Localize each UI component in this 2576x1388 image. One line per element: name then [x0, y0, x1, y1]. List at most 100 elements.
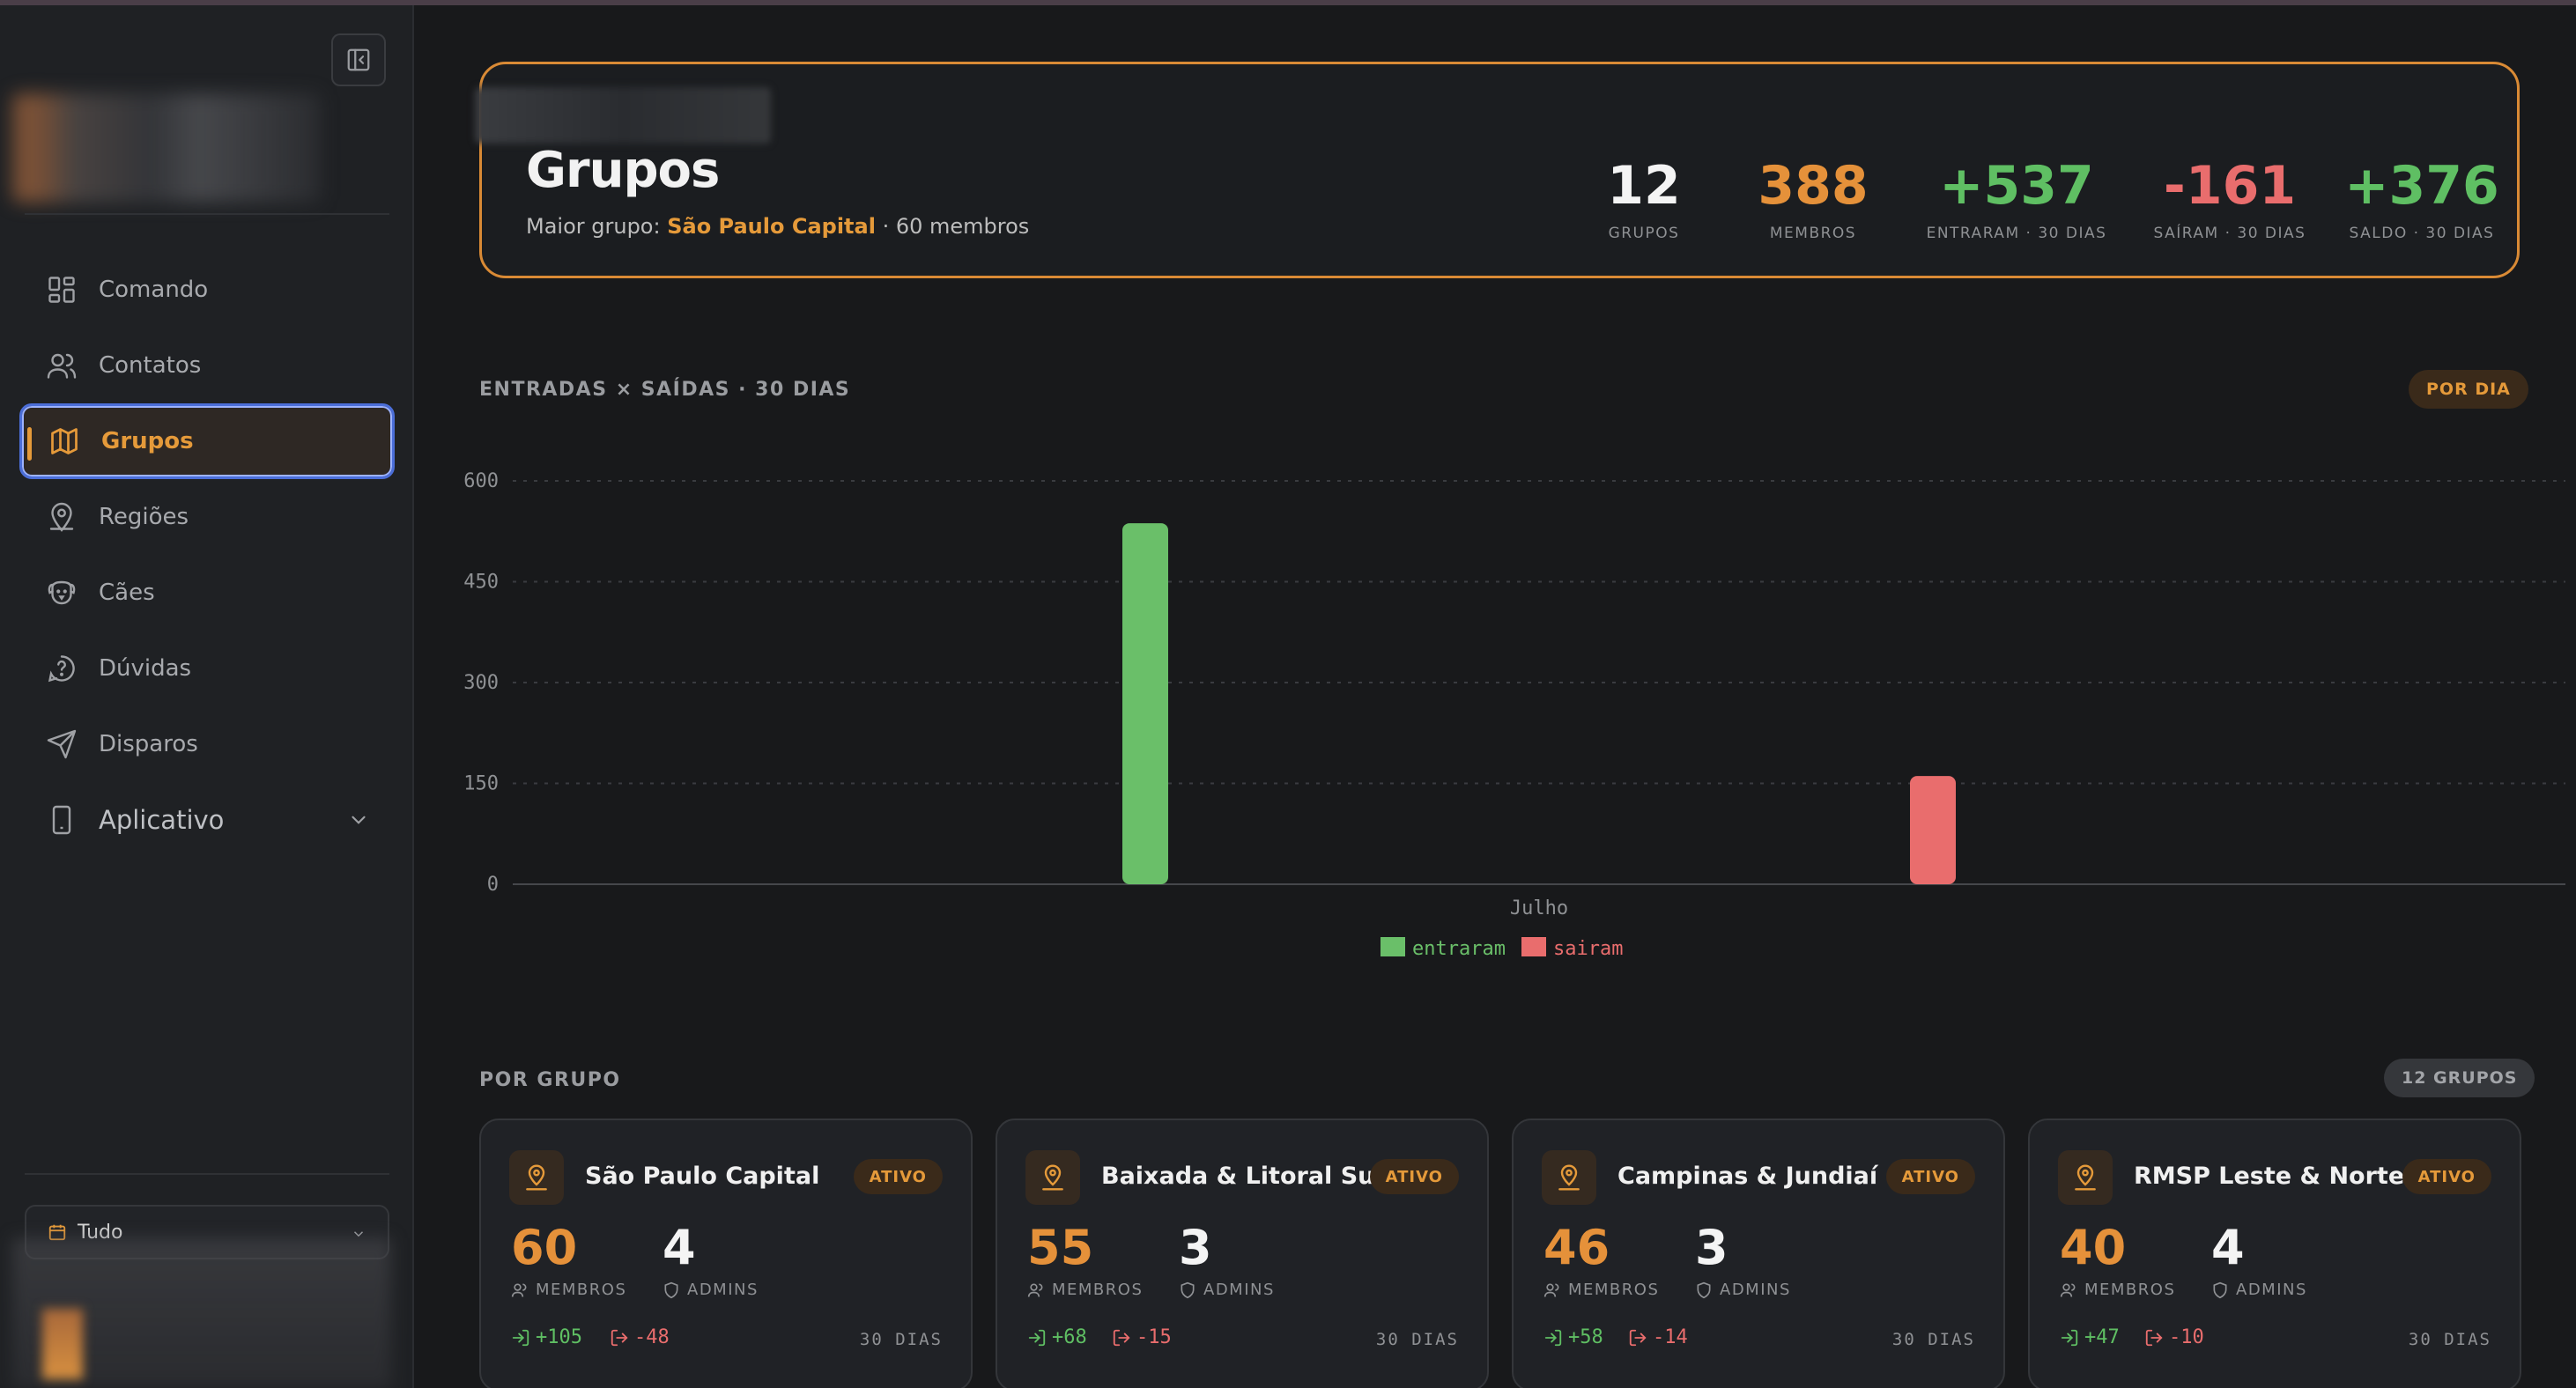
groups-section-title: POR GRUPO: [479, 1069, 621, 1091]
status-badge: ATIVO: [1885, 1159, 1975, 1194]
chevron-down-icon: [352, 816, 366, 824]
y-tick-label: 150: [463, 773, 499, 795]
shield-icon: [1697, 1281, 1711, 1298]
admins-label: ADMINS: [1695, 1281, 1791, 1299]
group-name: RMSP Leste & Norte: [2134, 1163, 2405, 1190]
group-admins-count: 4: [663, 1220, 696, 1275]
chevron-down-icon: [353, 1231, 364, 1237]
users-icon: [2060, 1283, 2076, 1297]
group-card[interactable]: São Paulo Capital ATIVO 60 4 MEMBROS ADM…: [479, 1119, 973, 1388]
map-icon: [48, 425, 80, 457]
members-label: MEMBROS: [511, 1281, 626, 1299]
sidebar-item-aplicativo[interactable]: Aplicativo: [19, 782, 395, 858]
stat-entraram: +537 ENTRARAM · 30 DIAS: [1902, 159, 2131, 242]
sidebar-item-label: Dúvidas: [99, 655, 192, 682]
log-out-icon: [2145, 1329, 2163, 1346]
user-pin-icon: [46, 501, 78, 533]
y-tick-label: 600: [463, 470, 499, 492]
stat-value: 388: [1758, 155, 1869, 217]
stat-label: MEMBROS: [1769, 225, 1857, 242]
sidebar-item-label: Grupos: [101, 428, 194, 454]
status-badge: ATIVO: [853, 1159, 943, 1194]
stat-sairam: -161 SAÍRAM · 30 DIAS: [2133, 159, 2327, 242]
status-badge: ATIVO: [1369, 1159, 1459, 1194]
subtitle-suffix: · 60 membros: [882, 214, 1030, 239]
chart-period-badge[interactable]: POR DIA: [2409, 370, 2528, 409]
bar-sairam: [1910, 776, 1956, 884]
window-top-border: [0, 0, 2576, 5]
group-entries: +105: [511, 1326, 582, 1348]
sidebar-item-disparos[interactable]: Disparos: [19, 706, 395, 782]
sidebar-item-regioes[interactable]: Regiões: [19, 479, 395, 555]
group-admins-count: 4: [2211, 1220, 2245, 1275]
group-exits: -14: [1628, 1326, 1688, 1348]
sidebar-item-comando[interactable]: Comando: [19, 252, 395, 328]
group-members-count: 55: [1027, 1220, 1094, 1275]
sidebar-item-duvidas[interactable]: Dúvidas: [19, 631, 395, 706]
log-in-icon: [1028, 1329, 1046, 1346]
logo-blurred: [12, 93, 321, 203]
sidebar-item-label: Comando: [99, 277, 209, 303]
sidebar-item-contatos[interactable]: Contatos: [19, 328, 395, 403]
status-badge: ATIVO: [2402, 1159, 2491, 1194]
group-location-icon: [1542, 1150, 1596, 1205]
group-members-count: 60: [511, 1220, 578, 1275]
sidebar-item-label: Regiões: [99, 504, 189, 530]
breadcrumb-blurred: [475, 87, 771, 144]
users-icon: [46, 350, 78, 381]
group-members-count: 40: [2060, 1220, 2127, 1275]
sidebar-collapse-button[interactable]: [331, 33, 386, 86]
largest-group-link[interactable]: São Paulo Capital: [667, 214, 876, 239]
sidebar-item-label: Disparos: [99, 731, 198, 757]
stat-label: SALDO · 30 DIAS: [2349, 225, 2495, 242]
admins-label: ADMINS: [2211, 1281, 2307, 1299]
group-card[interactable]: Campinas & Jundiaí ATIVO 46 3 MEMBROS AD…: [1512, 1119, 2005, 1388]
sidebar: Comando Contatos Grupos Regiões Cães: [0, 5, 414, 1388]
users-icon: [1543, 1283, 1559, 1297]
group-name: São Paulo Capital: [585, 1163, 820, 1190]
group-location-icon: [509, 1150, 564, 1205]
group-entries: +58: [1543, 1326, 1603, 1348]
y-tick-label: 300: [463, 672, 499, 694]
page-subtitle: Maior grupo: São Paulo Capital · 60 memb…: [526, 214, 1029, 239]
period-label: 30 DIAS: [1891, 1330, 1975, 1349]
dog-icon: [46, 577, 78, 609]
stat-grupos: 12 GRUPOS: [1587, 159, 1701, 242]
group-entries: +47: [2060, 1326, 2120, 1348]
group-exits: -15: [1112, 1326, 1172, 1348]
members-label: MEMBROS: [1543, 1281, 1659, 1299]
stat-label: ENTRARAM · 30 DIAS: [1926, 225, 2107, 242]
group-card[interactable]: RMSP Leste & Norte ATIVO 40 4 MEMBROS AD…: [2028, 1119, 2521, 1388]
sidebar-item-label: Contatos: [99, 352, 202, 379]
chart-section-title: ENTRADAS × SAÍDAS · 30 DIAS: [479, 379, 851, 401]
stat-label: SAÍRAM · 30 DIAS: [2153, 225, 2306, 242]
sidebar-item-grupos[interactable]: Grupos: [19, 403, 395, 479]
send-icon: [46, 728, 78, 760]
group-exits: -10: [2144, 1326, 2204, 1348]
shield-icon: [1181, 1281, 1195, 1298]
smartphone-icon: [46, 804, 78, 836]
log-out-icon: [611, 1329, 628, 1346]
stat-value: +537: [1939, 155, 2094, 217]
legend-label-entraram: entraram: [1412, 938, 1506, 960]
log-out-icon: [1113, 1329, 1130, 1346]
sidebar-item-label: Aplicativo: [99, 805, 225, 835]
period-label: 30 DIAS: [859, 1330, 943, 1349]
sidebar-item-label: Cães: [99, 580, 155, 606]
subtitle-prefix: Maior grupo:: [526, 214, 661, 239]
group-exits: -48: [610, 1326, 670, 1348]
group-card[interactable]: Baixada & Litoral Sul ATIVO 55 3 MEMBROS…: [996, 1119, 1489, 1388]
legend-swatch-entraram: [1381, 937, 1405, 956]
group-location-icon: [2058, 1150, 2113, 1205]
members-label: MEMBROS: [2060, 1281, 2175, 1299]
period-label: 30 DIAS: [1375, 1330, 1459, 1349]
members-label: MEMBROS: [1027, 1281, 1143, 1299]
period-label: 30 DIAS: [2408, 1330, 2491, 1349]
admins-label: ADMINS: [663, 1281, 759, 1299]
shield-icon: [2213, 1281, 2227, 1298]
y-tick-label: 0: [487, 874, 499, 896]
sidebar-divider: [25, 213, 389, 215]
sidebar-item-caes[interactable]: Cães: [19, 555, 395, 631]
users-icon: [511, 1283, 527, 1297]
